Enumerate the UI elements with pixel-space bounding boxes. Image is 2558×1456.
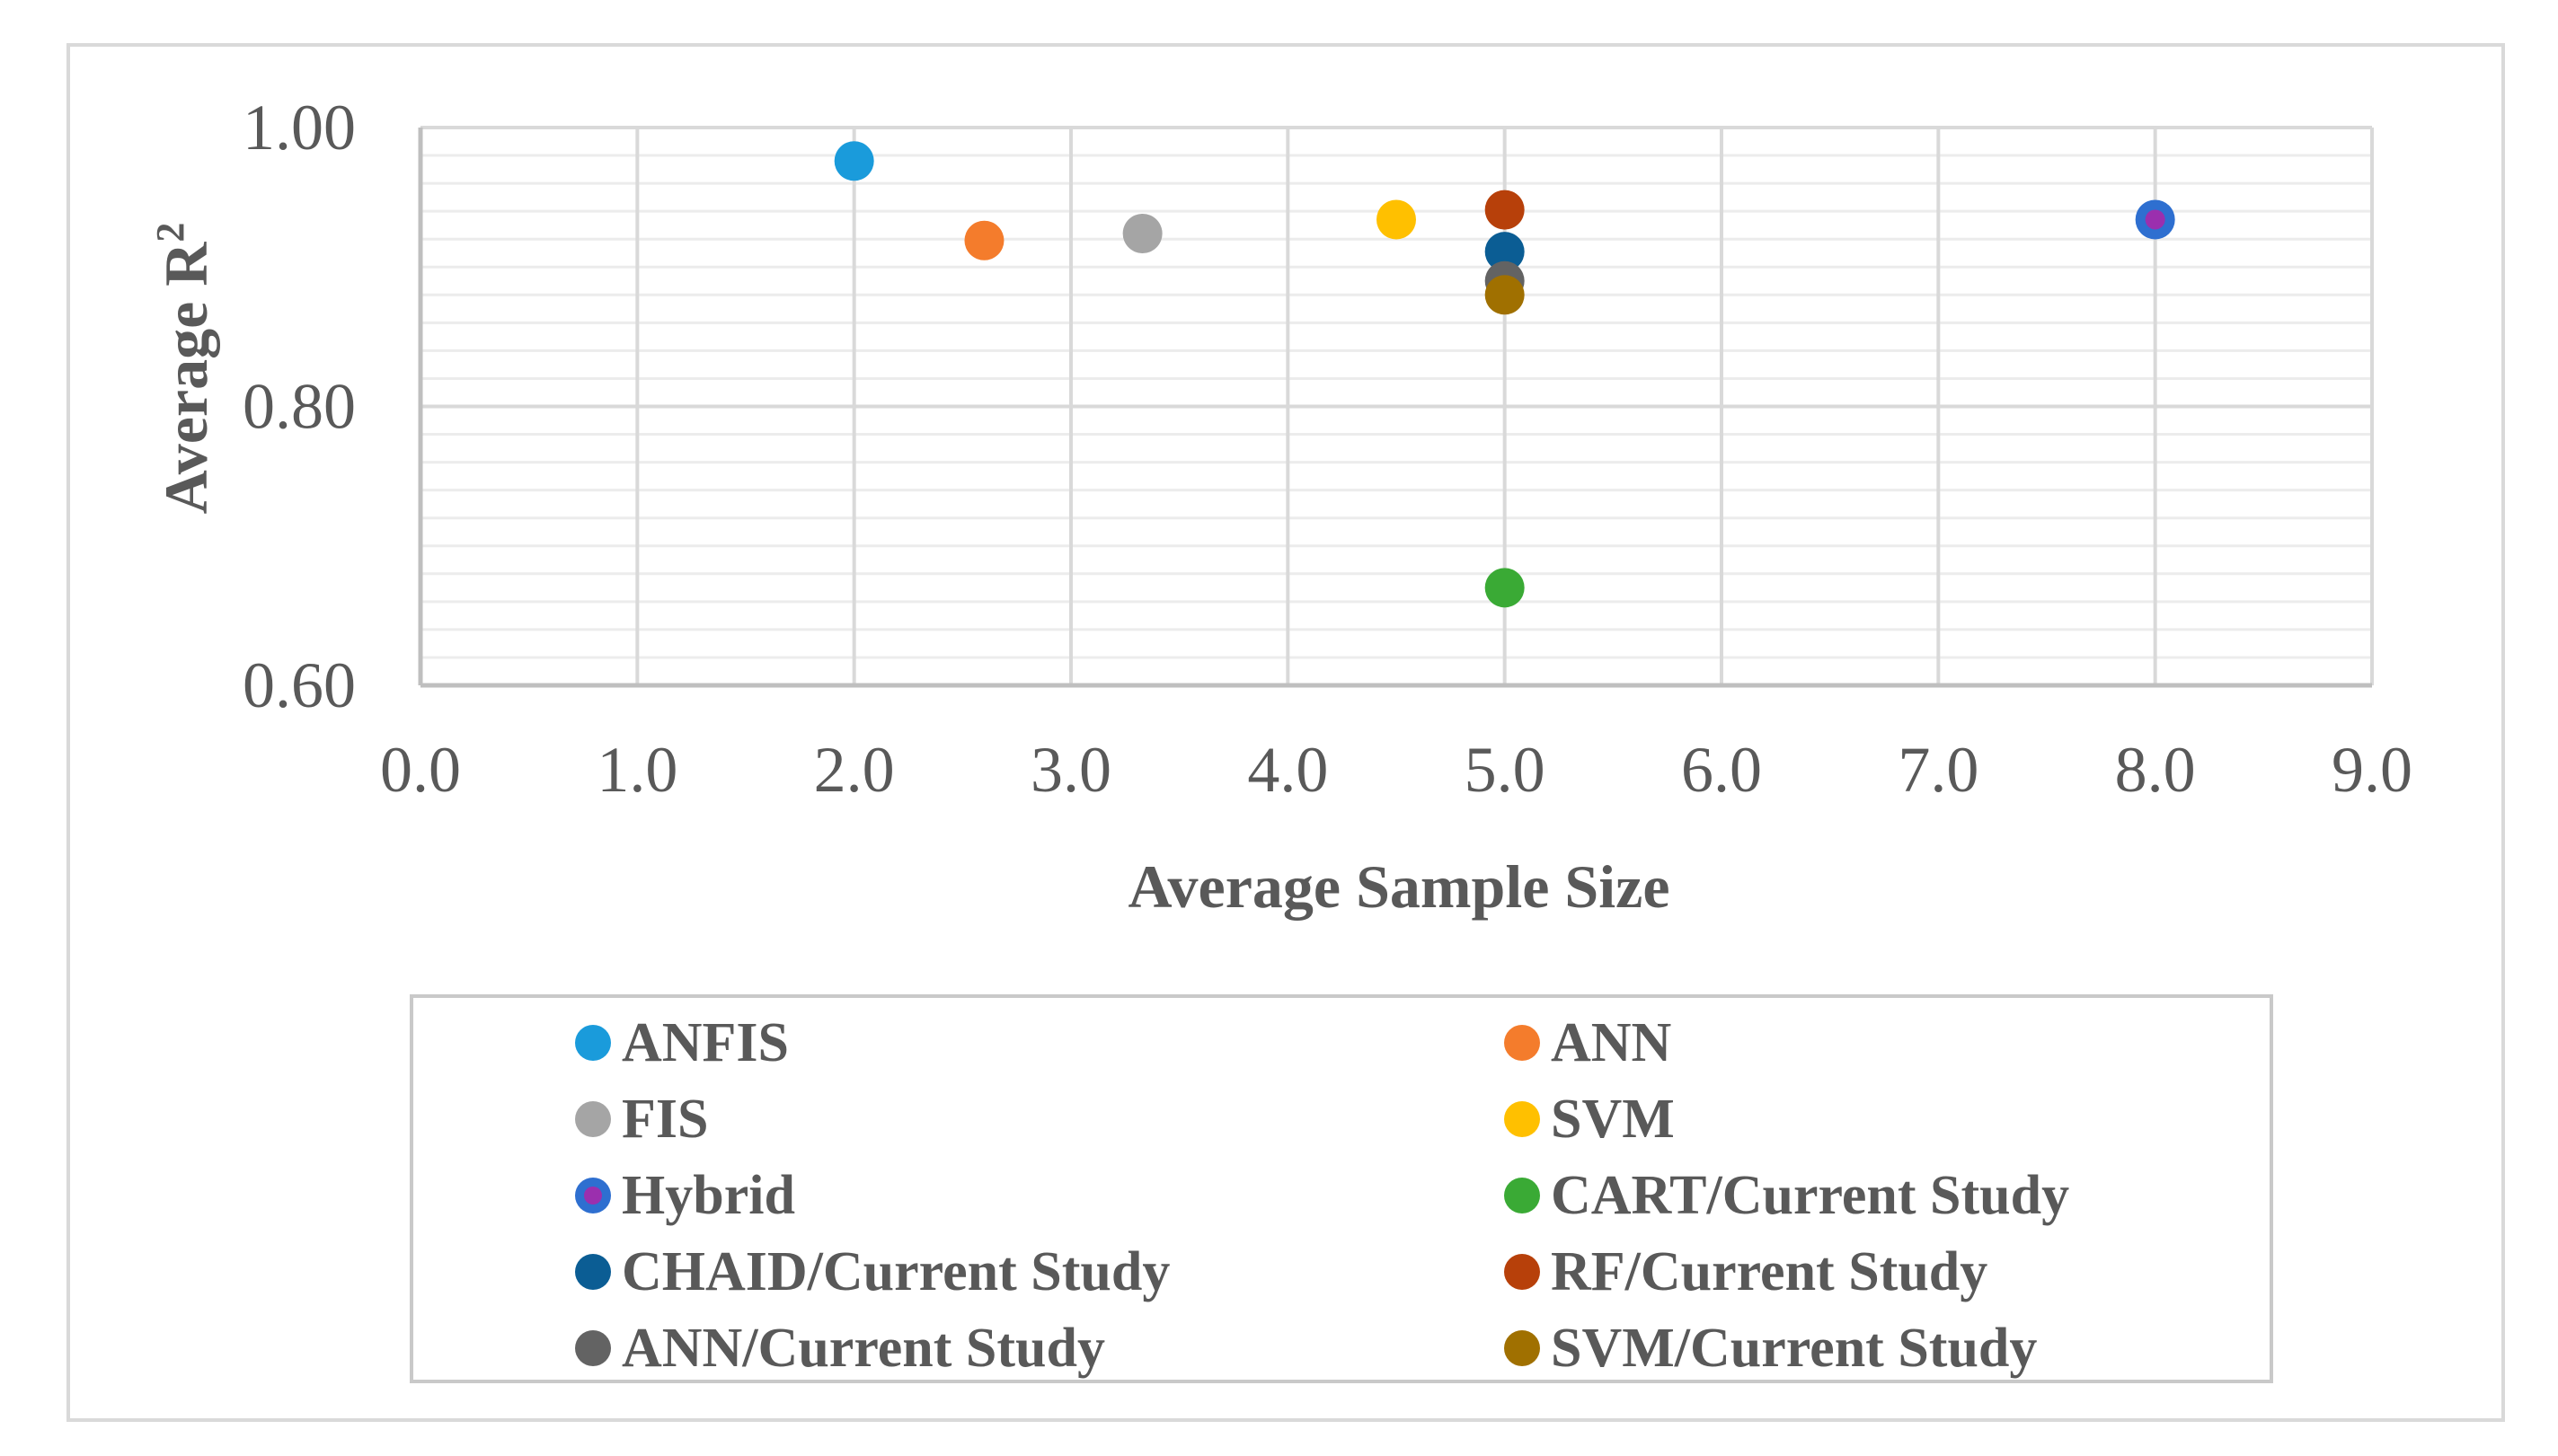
legend-marker <box>575 1178 611 1213</box>
legend-item: ANN/Current Study <box>575 1314 1105 1382</box>
x-tick-label: 8.0 <box>2115 734 2196 806</box>
data-point-chaid-current-study <box>1484 232 1525 272</box>
legend-label: SVM/Current Study <box>1551 1317 2038 1379</box>
legend-marker <box>1504 1330 1540 1366</box>
x-tick-label: 9.0 <box>2332 734 2412 806</box>
data-point-rf-current-study <box>1484 190 1525 230</box>
legend-marker <box>1504 1101 1540 1137</box>
x-tick-label: 4.0 <box>1247 734 1328 806</box>
data-point-svm-current-study <box>1484 275 1525 315</box>
legend-label: RF/Current Study <box>1551 1240 1988 1302</box>
legend-marker <box>1504 1254 1540 1290</box>
legend-item: RF/Current Study <box>1504 1238 1987 1306</box>
x-tick-label: 0.0 <box>380 734 461 806</box>
legend-label: ANN <box>1551 1011 1672 1073</box>
y-axis-title-main: Average R <box>152 242 220 515</box>
legend-item: CHAID/Current Study <box>575 1238 1170 1306</box>
data-point-ann <box>964 220 1005 260</box>
x-tick-label: 7.0 <box>1898 734 1978 806</box>
data-point-cart-current-study <box>1484 568 1525 608</box>
legend-label: CHAID/Current Study <box>622 1240 1171 1302</box>
legend-item: Hybrid <box>575 1161 795 1230</box>
x-axis-title: Average Sample Size <box>1128 852 1669 921</box>
legend-label: Hybrid <box>622 1164 795 1226</box>
legend-label: FIS <box>622 1088 709 1150</box>
y-tick-label: 1.00 <box>243 92 356 163</box>
x-tick-label: 2.0 <box>814 734 895 806</box>
y-axis-title-superscript: 2 <box>148 223 192 243</box>
legend-marker <box>575 1254 611 1290</box>
legend: ANFIS ANN FIS SVM Hybrid CART/Current Study CH… <box>410 994 2273 1383</box>
x-tick-label: 5.0 <box>1465 734 1545 806</box>
legend-label: SVM <box>1551 1088 1675 1150</box>
y-tick-label: 0.80 <box>243 371 356 443</box>
x-tick-label: 6.0 <box>1681 734 1762 806</box>
legend-item: FIS <box>575 1085 708 1153</box>
legend-item: CART/Current Study <box>1504 1161 2069 1230</box>
legend-marker <box>575 1025 611 1061</box>
chart-frame <box>66 43 2505 1422</box>
legend-item: ANFIS <box>575 1009 789 1077</box>
y-axis-title: Average R2 <box>148 223 220 515</box>
legend-item: SVM/Current Study <box>1504 1314 2037 1382</box>
data-point-inner <box>2145 209 2165 230</box>
y-tick-label: 0.60 <box>243 649 356 721</box>
legend-marker <box>575 1101 611 1137</box>
data-point-fis <box>1122 213 1163 253</box>
data-point-svm <box>1376 199 1416 240</box>
x-tick-label: 3.0 <box>1031 734 1111 806</box>
legend-marker <box>575 1330 611 1366</box>
legend-label: CART/Current Study <box>1551 1164 2070 1226</box>
legend-item: SVM <box>1504 1085 1675 1153</box>
legend-marker-inner <box>584 1187 602 1205</box>
legend-label: ANFIS <box>622 1011 790 1073</box>
legend-marker <box>1504 1025 1540 1061</box>
legend-marker <box>1504 1178 1540 1213</box>
legend-item: ANN <box>1504 1009 1671 1077</box>
legend-label: ANN/Current Study <box>622 1317 1105 1379</box>
data-point-anfis <box>834 141 874 181</box>
x-tick-label: 1.0 <box>597 734 677 806</box>
